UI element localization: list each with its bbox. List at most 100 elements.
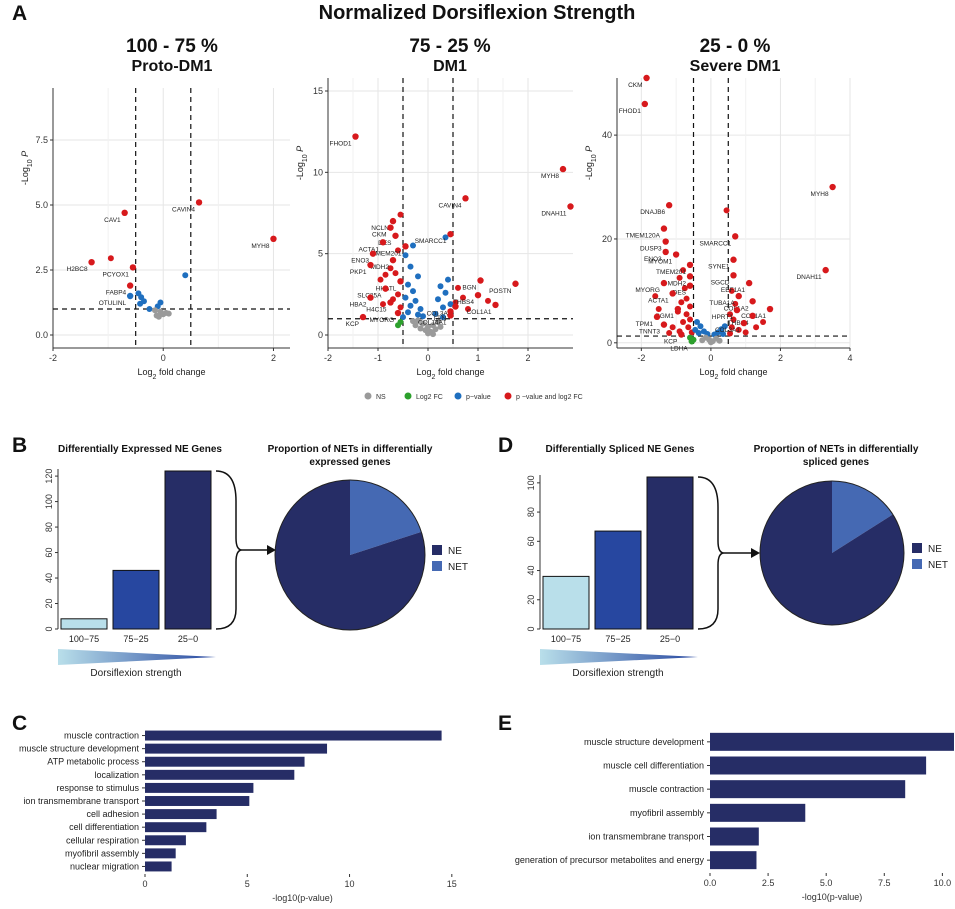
data-point-both bbox=[660, 279, 668, 287]
data-point-both bbox=[672, 251, 680, 258]
plot-background bbox=[53, 88, 290, 348]
gene-label: COL14A1 bbox=[418, 319, 447, 326]
data-point-both bbox=[392, 232, 399, 239]
data-point-both bbox=[745, 279, 753, 287]
data-point-both bbox=[681, 285, 688, 292]
gene-label: MYORG bbox=[369, 317, 394, 324]
bar-chart-title: Differentially Spliced NE Genes bbox=[546, 444, 695, 455]
data-point-ns bbox=[151, 307, 158, 314]
x-axis-label: -log10(p-value) bbox=[802, 892, 863, 902]
x-tick-label: 10 bbox=[345, 879, 355, 889]
x-tick-label: 15 bbox=[447, 879, 457, 889]
x-tick-label: 0.0 bbox=[704, 878, 717, 888]
gene-label: MDH2 bbox=[371, 264, 390, 271]
x-tick-label: -1 bbox=[374, 353, 382, 363]
gene-label: EEF1A1 bbox=[721, 287, 746, 294]
data-point-both bbox=[559, 165, 567, 173]
data-point-both bbox=[727, 311, 734, 318]
data-point-both bbox=[730, 256, 737, 263]
arrow-head bbox=[267, 545, 276, 555]
data-point-both bbox=[666, 329, 673, 336]
data-point-both bbox=[397, 211, 404, 218]
data-point-both bbox=[732, 300, 739, 307]
x-tick-label: 5.0 bbox=[820, 878, 833, 888]
gene-label: COL1A1 bbox=[467, 309, 492, 316]
gene-label: COL3A1 bbox=[427, 311, 452, 318]
gene-label: KCP bbox=[664, 339, 677, 346]
data-point-pvalue bbox=[407, 302, 414, 309]
gene-label: SYNE1 bbox=[708, 264, 730, 271]
data-point-log2fc bbox=[397, 318, 404, 325]
x-tick-label: 2 bbox=[525, 353, 530, 363]
go-term-label: response to stimulus bbox=[56, 783, 139, 793]
y-axis-label: -Log10 P bbox=[20, 151, 34, 185]
data-point-pvalue bbox=[137, 300, 144, 307]
data-point-both bbox=[382, 271, 389, 278]
data-point-both bbox=[829, 183, 836, 191]
pie-title: expressed genes bbox=[309, 457, 391, 468]
gene-label: ACTA1 bbox=[359, 246, 380, 253]
x-tick-label: 4 bbox=[847, 353, 852, 363]
data-point-both bbox=[669, 290, 676, 297]
gene-label: CKM bbox=[372, 232, 386, 239]
gene-label: SMARCC1 bbox=[699, 240, 731, 247]
data-point-both bbox=[395, 247, 401, 254]
data-point-both bbox=[749, 312, 756, 320]
data-point-ns bbox=[699, 337, 706, 344]
data-point-pvalue bbox=[420, 313, 426, 320]
x-tick-label: -2 bbox=[324, 353, 332, 363]
bar-category-label: 25−0 bbox=[660, 634, 680, 644]
x-axis-label: Log2 fold change bbox=[138, 367, 206, 381]
bar bbox=[164, 470, 212, 630]
bracket bbox=[697, 476, 725, 630]
y-tick-label: 40 bbox=[526, 566, 536, 576]
data-point-both bbox=[367, 261, 374, 269]
data-point-both bbox=[678, 299, 685, 306]
data-point-both bbox=[665, 202, 673, 209]
data-point-ns bbox=[153, 312, 160, 319]
data-point-pvalue bbox=[442, 234, 449, 241]
go-term-label: ion transmembrane transport bbox=[588, 832, 704, 842]
go-bar bbox=[145, 796, 250, 806]
data-point-pvalue bbox=[410, 288, 416, 295]
volcano-subtitle: Severe DM1 bbox=[690, 58, 781, 75]
gene-label: NCLN bbox=[371, 225, 389, 232]
y-tick-label: 7.5 bbox=[35, 135, 48, 145]
data-point-pvalue bbox=[440, 304, 446, 311]
data-point-both bbox=[728, 287, 735, 294]
y-tick-label: 100 bbox=[44, 494, 54, 509]
gene-label: TMEM201 bbox=[656, 269, 686, 276]
go-bar bbox=[710, 851, 757, 870]
gene-label: ACTA1 bbox=[648, 297, 669, 304]
data-point-both bbox=[730, 272, 737, 279]
go-bar-chart-e: muscle structure development muscle cell … bbox=[515, 732, 954, 902]
gene-label: TMEM120A bbox=[626, 233, 661, 240]
gene-label: DNAH11 bbox=[541, 210, 567, 217]
volcano-plot-a2: 75 - 25 %DM1 -2 -1 0 1 2 0 5 10 15 Log2 fold chang… bbox=[295, 36, 574, 381]
data-point-pvalue bbox=[437, 283, 444, 290]
go-term-label: localization bbox=[94, 770, 139, 780]
bracket bbox=[215, 470, 243, 630]
data-point-ns bbox=[165, 310, 172, 317]
go-bar bbox=[710, 780, 906, 799]
data-point-both bbox=[477, 277, 484, 284]
go-bar bbox=[710, 732, 954, 751]
go-bar-chart-c: muscle contraction muscle structure devel… bbox=[19, 731, 457, 903]
bar-category-label: 75−25 bbox=[123, 634, 148, 644]
y-tick-label: 0 bbox=[318, 330, 323, 340]
data-point-both bbox=[447, 312, 454, 319]
x-tick-label: 1 bbox=[475, 353, 480, 363]
data-point-both bbox=[367, 294, 374, 301]
data-point-both bbox=[126, 282, 134, 289]
gene-label: THBS4 bbox=[453, 299, 474, 306]
dorsiflexion-label: Dorsiflexion strength bbox=[572, 668, 663, 679]
gene-label: CAV1 bbox=[104, 217, 121, 224]
gene-label: SGCD bbox=[711, 279, 730, 286]
gene-label: TUBA1A bbox=[709, 300, 735, 307]
data-point-pvalue bbox=[412, 297, 419, 304]
go-term-label: muscle cell differentiation bbox=[603, 761, 704, 771]
data-point-both bbox=[107, 255, 114, 262]
go-bar bbox=[710, 756, 927, 775]
bracket-arrow-d bbox=[697, 476, 760, 630]
